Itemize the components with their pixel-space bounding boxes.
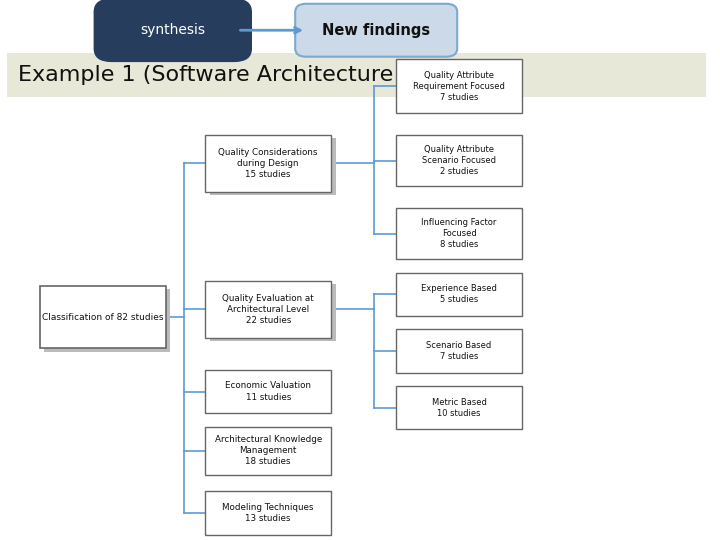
FancyBboxPatch shape xyxy=(210,284,336,341)
Text: Metric Based
10 studies: Metric Based 10 studies xyxy=(431,397,487,418)
Text: Modeling Techniques
13 studies: Modeling Techniques 13 studies xyxy=(222,503,314,523)
FancyBboxPatch shape xyxy=(40,286,166,348)
Text: Classification of 82 studies: Classification of 82 studies xyxy=(42,313,163,322)
Text: New findings: New findings xyxy=(322,23,431,38)
FancyBboxPatch shape xyxy=(205,370,331,413)
FancyBboxPatch shape xyxy=(205,427,331,475)
FancyBboxPatch shape xyxy=(7,53,706,97)
Text: Quality Attribute
Scenario Focused
2 studies: Quality Attribute Scenario Focused 2 stu… xyxy=(422,145,496,176)
FancyBboxPatch shape xyxy=(205,491,331,535)
FancyBboxPatch shape xyxy=(295,4,457,57)
Text: Quality Considerations
during Design
15 studies: Quality Considerations during Design 15 … xyxy=(218,148,318,179)
Text: Architectural Knowledge
Management
18 studies: Architectural Knowledge Management 18 st… xyxy=(215,435,322,467)
FancyBboxPatch shape xyxy=(210,138,336,195)
FancyBboxPatch shape xyxy=(396,273,522,316)
FancyBboxPatch shape xyxy=(396,386,522,429)
FancyBboxPatch shape xyxy=(396,59,522,113)
Text: Influencing Factor
Focused
8 studies: Influencing Factor Focused 8 studies xyxy=(421,218,497,249)
Text: Scenario Based
7 studies: Scenario Based 7 studies xyxy=(426,341,492,361)
FancyBboxPatch shape xyxy=(205,135,331,192)
FancyBboxPatch shape xyxy=(205,281,331,338)
FancyBboxPatch shape xyxy=(396,329,522,373)
Text: Quality Attribute
Requirement Focused
7 studies: Quality Attribute Requirement Focused 7 … xyxy=(413,71,505,102)
FancyBboxPatch shape xyxy=(44,289,170,352)
FancyBboxPatch shape xyxy=(396,208,522,259)
Text: Experience Based
5 studies: Experience Based 5 studies xyxy=(421,284,497,305)
Text: Economic Valuation
11 studies: Economic Valuation 11 studies xyxy=(225,381,311,402)
Text: synthesis: synthesis xyxy=(140,23,205,37)
Text: Quality Evaluation at
Architectural Level
22 studies: Quality Evaluation at Architectural Leve… xyxy=(222,294,314,325)
FancyBboxPatch shape xyxy=(396,135,522,186)
FancyBboxPatch shape xyxy=(94,0,252,62)
Text: Example 1 (Software Architecture Evolution): Example 1 (Software Architecture Evoluti… xyxy=(18,65,513,85)
